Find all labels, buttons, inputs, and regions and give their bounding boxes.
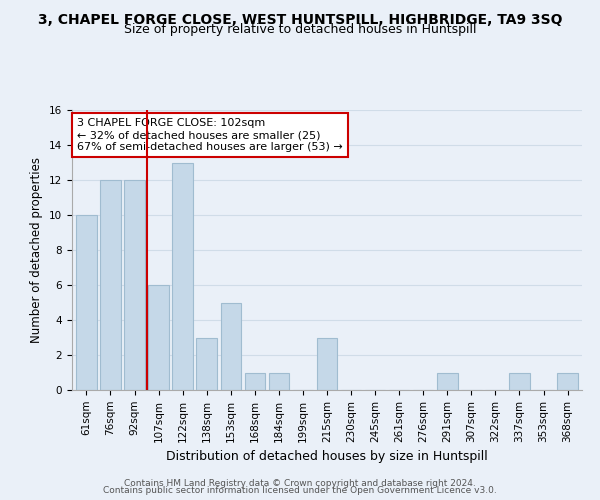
Bar: [317, 338, 337, 390]
Bar: [100, 180, 121, 390]
X-axis label: Distribution of detached houses by size in Huntspill: Distribution of detached houses by size …: [166, 450, 488, 463]
Bar: [221, 302, 241, 390]
Bar: [245, 372, 265, 390]
Text: Contains public sector information licensed under the Open Government Licence v3: Contains public sector information licen…: [103, 486, 497, 495]
Text: Size of property relative to detached houses in Huntspill: Size of property relative to detached ho…: [124, 22, 476, 36]
Bar: [124, 180, 145, 390]
Bar: [437, 372, 458, 390]
Y-axis label: Number of detached properties: Number of detached properties: [31, 157, 43, 343]
Bar: [172, 162, 193, 390]
Text: Contains HM Land Registry data © Crown copyright and database right 2024.: Contains HM Land Registry data © Crown c…: [124, 478, 476, 488]
Text: 3, CHAPEL FORGE CLOSE, WEST HUNTSPILL, HIGHBRIDGE, TA9 3SQ: 3, CHAPEL FORGE CLOSE, WEST HUNTSPILL, H…: [38, 12, 562, 26]
Bar: [196, 338, 217, 390]
Bar: [269, 372, 289, 390]
Bar: [76, 215, 97, 390]
Text: 3 CHAPEL FORGE CLOSE: 102sqm
← 32% of detached houses are smaller (25)
67% of se: 3 CHAPEL FORGE CLOSE: 102sqm ← 32% of de…: [77, 118, 343, 152]
Bar: [148, 285, 169, 390]
Bar: [557, 372, 578, 390]
Bar: [509, 372, 530, 390]
